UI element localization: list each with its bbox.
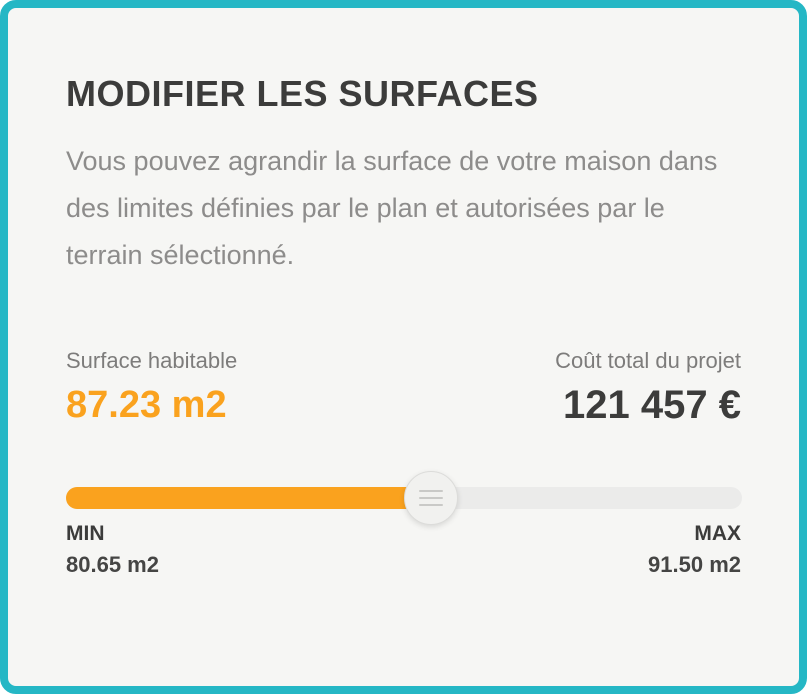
- slider-handle[interactable]: [404, 471, 459, 525]
- page-title: MODIFIER LES SURFACES: [66, 73, 539, 114]
- surface-slider: [66, 471, 742, 525]
- cost-label: Coût total du projet: [555, 348, 741, 373]
- cost-value: 121 457 €: [563, 383, 741, 427]
- surface-stat: Surface habitable 87.23 m2: [66, 347, 237, 427]
- min-value: 80.65 m2: [66, 552, 159, 577]
- cost-stat: Coût total du projet 121 457 €: [555, 347, 741, 427]
- max-value: 91.50 m2: [648, 552, 741, 577]
- surface-label: Surface habitable: [66, 348, 238, 373]
- max-bound: MAX 91.50 m2: [648, 521, 741, 579]
- description-text: Vous pouvez agrandir la surface de votre…: [66, 146, 718, 270]
- slider-track[interactable]: [66, 487, 742, 509]
- surface-value: 87.23 m2: [66, 384, 227, 426]
- min-label: MIN: [66, 522, 105, 545]
- min-bound: MIN 80.65 m2: [66, 521, 159, 579]
- slider-fill: [66, 487, 432, 509]
- grip-lines-icon: [419, 490, 444, 506]
- bounds-row: MIN 80.65 m2 MAX 91.50 m2: [66, 521, 741, 579]
- stats-row: Surface habitable 87.23 m2 Coût total du…: [66, 347, 741, 427]
- max-label: MAX: [694, 522, 741, 545]
